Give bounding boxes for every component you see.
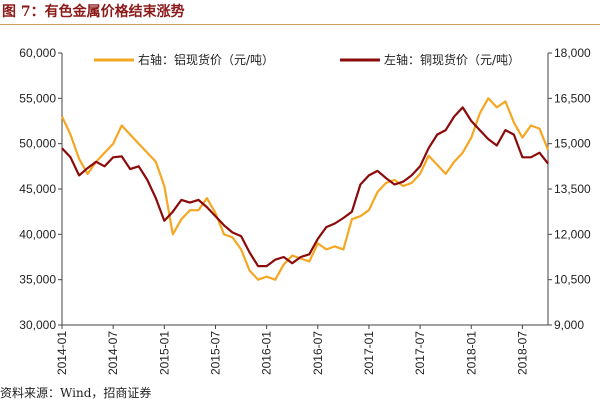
left-tick-label: 55,000 <box>19 91 56 105</box>
right-tick-label: 18,000 <box>554 46 591 60</box>
right-tick-label: 15,000 <box>554 137 591 151</box>
title-divider <box>0 24 600 25</box>
legend-label: 左轴：铜现货价（元/吨） <box>384 52 520 67</box>
x-tick-label: 2015-07 <box>208 331 222 375</box>
left-tick-label: 40,000 <box>19 227 56 241</box>
x-tick-label: 2016-01 <box>260 331 274 375</box>
x-tick-label: 2017-01 <box>362 331 376 375</box>
right-tick-label: 13,500 <box>554 182 591 196</box>
source-note: 资料来源：Wind，招商证券 <box>0 386 152 400</box>
right-tick-label: 12,000 <box>554 227 591 241</box>
right-tick-label: 10,500 <box>554 273 591 287</box>
copper-price-line <box>61 106 549 268</box>
aluminum-price-line <box>61 97 550 281</box>
x-tick-label: 2018-01 <box>464 331 478 375</box>
chart-axes: 30,000 35,000 40,000 45,000 50,000 55,000 60,0… <box>19 46 591 375</box>
right-tick-label: 9,000 <box>554 318 584 332</box>
chart-title: 图 7：有色金属价格结束涨势 <box>2 4 185 20</box>
left-tick-label: 30,000 <box>19 318 56 332</box>
x-tick-label: 2016-07 <box>311 331 325 375</box>
left-tick-label: 45,000 <box>19 182 56 196</box>
x-tick-label: 2015-01 <box>157 331 171 375</box>
right-tick-label: 16,500 <box>554 91 591 105</box>
x-tick-label: 2014-07 <box>106 331 120 375</box>
left-tick-label: 35,000 <box>19 273 56 287</box>
x-tick-label: 2017-07 <box>413 331 427 375</box>
left-tick-label: 50,000 <box>19 137 56 151</box>
legend-label: 右轴：铝现货价（元/吨） <box>138 52 274 67</box>
chart-legend: 右轴：铝现货价（元/吨） 左轴：铜现货价（元/吨） <box>94 52 520 67</box>
x-tick-label: 2014-01 <box>55 331 69 375</box>
chart-series <box>61 97 550 281</box>
x-tick-label: 2018-07 <box>515 331 529 375</box>
left-tick-label: 60,000 <box>19 46 56 60</box>
